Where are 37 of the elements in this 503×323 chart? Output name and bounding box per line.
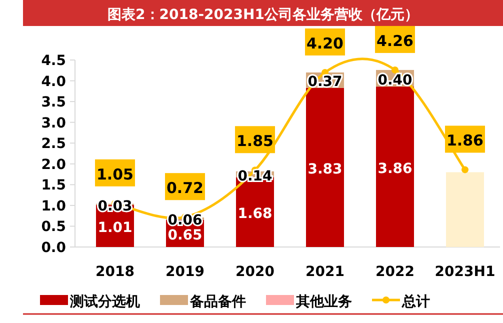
legend-label: 其他业务 <box>295 294 352 310</box>
data-label: 0.72 <box>166 179 204 198</box>
data-label: 3.86 <box>378 160 412 177</box>
y-tick-label: 4.0 <box>41 74 66 90</box>
y-tick-label: 2.5 <box>41 136 66 152</box>
y-tick-label: 2.0 <box>41 156 66 173</box>
x-tick-label: 2018 <box>96 264 134 280</box>
y-tick-label: 3.5 <box>41 94 66 111</box>
data-label: 3.83 <box>308 161 342 178</box>
bar <box>376 86 414 247</box>
chart-title: 图表2：2018-2023H1公司各业务营收（亿元） <box>108 7 418 23</box>
x-tick-label: 2021 <box>306 264 344 280</box>
data-label: 0.65 <box>168 227 202 244</box>
x-tick-label: 2023H1 <box>434 264 496 280</box>
legend-label: 总计 <box>401 294 430 310</box>
legend-label: 测试分选机 <box>69 294 140 310</box>
data-label: 1.01 <box>98 220 132 236</box>
data-label: 1.68 <box>238 206 272 222</box>
x-tick-label: 2019 <box>166 264 204 280</box>
legend-label: 备品备件 <box>189 294 246 310</box>
point <box>392 66 398 74</box>
data-label: 4.20 <box>306 34 344 52</box>
y-tick-label: 1.0 <box>41 198 66 214</box>
point <box>462 166 468 174</box>
bar <box>306 88 344 247</box>
data-label: 4.26 <box>376 32 414 50</box>
bar <box>446 172 484 247</box>
data-label: 1.86 <box>446 132 484 150</box>
x-tick-label: 2020 <box>236 264 275 280</box>
x-tick-label: 2022 <box>376 264 414 280</box>
y-tick-label: 0.5 <box>41 219 66 236</box>
y-tick-label: 1.5 <box>41 178 66 194</box>
data-label: 1.05 <box>96 165 134 184</box>
y-tick-label: 4.5 <box>41 53 66 69</box>
y-tick-label: 0.0 <box>41 240 66 256</box>
y-tick-label: 3.0 <box>41 115 66 132</box>
data-label: 1.85 <box>236 132 274 150</box>
